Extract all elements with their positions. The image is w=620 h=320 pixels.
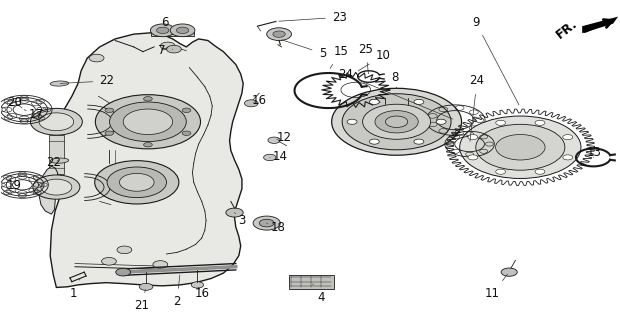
Polygon shape xyxy=(151,32,194,36)
Circle shape xyxy=(170,24,195,37)
Circle shape xyxy=(264,154,276,161)
Text: 9: 9 xyxy=(472,16,519,105)
Text: 16: 16 xyxy=(252,94,267,107)
Circle shape xyxy=(30,108,82,135)
Polygon shape xyxy=(582,17,618,33)
Circle shape xyxy=(107,167,167,197)
Text: 10: 10 xyxy=(358,49,391,71)
Circle shape xyxy=(102,258,117,265)
Circle shape xyxy=(117,246,132,254)
Circle shape xyxy=(39,113,74,131)
Circle shape xyxy=(370,99,379,104)
Circle shape xyxy=(476,124,565,170)
Circle shape xyxy=(495,134,545,160)
Circle shape xyxy=(123,109,172,134)
Circle shape xyxy=(144,97,153,101)
Circle shape xyxy=(89,54,104,62)
Circle shape xyxy=(496,120,506,125)
Text: 22: 22 xyxy=(60,75,115,87)
Text: 16: 16 xyxy=(194,287,209,300)
Circle shape xyxy=(501,268,517,276)
Circle shape xyxy=(535,120,545,125)
Circle shape xyxy=(459,116,581,179)
Circle shape xyxy=(244,100,258,107)
Polygon shape xyxy=(50,33,243,287)
Circle shape xyxy=(370,139,379,144)
Text: 24: 24 xyxy=(469,75,484,141)
Text: 2: 2 xyxy=(173,275,181,308)
Circle shape xyxy=(436,119,446,124)
Text: 15: 15 xyxy=(330,45,348,68)
Text: 4: 4 xyxy=(312,284,325,304)
Circle shape xyxy=(110,102,186,141)
Circle shape xyxy=(332,88,461,155)
FancyBboxPatch shape xyxy=(289,275,334,289)
Text: 20: 20 xyxy=(7,95,22,108)
Circle shape xyxy=(41,179,72,195)
Text: 12: 12 xyxy=(277,131,291,144)
Text: 25: 25 xyxy=(358,43,373,74)
Circle shape xyxy=(226,208,243,217)
Circle shape xyxy=(347,119,357,124)
Circle shape xyxy=(414,99,424,104)
Circle shape xyxy=(375,111,418,133)
Circle shape xyxy=(267,28,291,41)
Circle shape xyxy=(386,116,408,127)
Circle shape xyxy=(157,27,169,34)
Circle shape xyxy=(259,219,274,227)
Circle shape xyxy=(414,139,424,144)
Circle shape xyxy=(161,42,175,50)
Circle shape xyxy=(33,175,80,199)
Circle shape xyxy=(140,283,153,290)
Circle shape xyxy=(273,31,285,37)
Text: 17: 17 xyxy=(24,108,44,121)
Circle shape xyxy=(95,161,179,204)
Ellipse shape xyxy=(50,81,69,86)
Circle shape xyxy=(144,142,153,147)
Circle shape xyxy=(151,24,175,37)
Circle shape xyxy=(363,104,431,139)
Circle shape xyxy=(191,282,203,288)
Circle shape xyxy=(105,131,113,135)
Circle shape xyxy=(182,108,191,113)
Circle shape xyxy=(342,94,451,150)
Text: 7: 7 xyxy=(157,44,172,57)
Circle shape xyxy=(105,108,113,113)
Circle shape xyxy=(268,137,280,143)
Circle shape xyxy=(176,27,188,34)
Text: FR.: FR. xyxy=(554,17,580,41)
Text: 24: 24 xyxy=(339,68,453,119)
Text: 18: 18 xyxy=(267,221,285,234)
Circle shape xyxy=(120,173,154,191)
Circle shape xyxy=(182,131,191,135)
Text: 3: 3 xyxy=(234,212,246,227)
Circle shape xyxy=(167,45,181,53)
Text: 13: 13 xyxy=(587,147,602,159)
Text: 11: 11 xyxy=(485,274,507,300)
Ellipse shape xyxy=(50,158,69,163)
Circle shape xyxy=(563,155,573,160)
Circle shape xyxy=(468,155,478,160)
Text: 14: 14 xyxy=(270,150,288,163)
Polygon shape xyxy=(39,166,58,214)
Circle shape xyxy=(563,135,573,140)
Circle shape xyxy=(116,268,131,276)
Circle shape xyxy=(95,95,200,149)
Circle shape xyxy=(535,169,545,174)
Circle shape xyxy=(153,261,168,268)
Text: 23: 23 xyxy=(279,11,347,24)
Text: 22: 22 xyxy=(46,156,61,169)
Text: 5: 5 xyxy=(281,40,326,60)
Text: 19: 19 xyxy=(7,179,22,192)
Text: 8: 8 xyxy=(392,71,399,88)
Text: 6: 6 xyxy=(161,17,169,33)
Text: 21: 21 xyxy=(135,290,149,312)
Polygon shape xyxy=(49,134,64,174)
Circle shape xyxy=(496,169,506,174)
Text: 1: 1 xyxy=(70,279,80,300)
Circle shape xyxy=(468,135,478,140)
Circle shape xyxy=(253,216,280,230)
